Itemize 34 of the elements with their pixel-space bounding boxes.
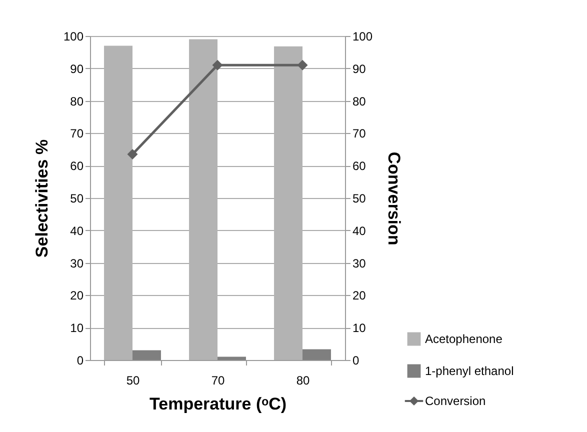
y-tick-label: 90 [70,62,84,76]
y-tick-label: 80 [70,94,84,108]
y2-tick-label: 10 [352,321,366,336]
y2-tick-label: 90 [352,62,366,76]
bar [132,350,161,360]
y2-tick-label: 40 [352,224,366,238]
y-tick-label: 0 [76,354,84,368]
y2-tick-label: 30 [352,256,366,270]
legend-label: Acetophenone [425,332,503,346]
bar [218,356,246,360]
y2-tick-label: 100 [352,30,373,44]
y2-tick-label: 70 [352,126,366,141]
x-tick-label: 70 [211,374,225,388]
x-tick-label: 50 [126,374,140,388]
y-tick-label: 60 [70,159,84,174]
y2-tick-label: 0 [352,354,360,368]
y-tick-label: 10 [70,321,84,336]
legend-label: Conversion [425,394,486,408]
bar [302,349,331,360]
y2-tick-label: 60 [352,159,366,174]
y-tick-label: 50 [70,192,84,206]
x-tick-label: 80 [296,374,310,388]
legend-label: 1-phenyl ethanol [425,364,514,378]
y-axis-title: Selectivities % [32,139,52,258]
y2-tick-label: 80 [352,94,366,108]
y2-tick-label: 50 [352,192,366,206]
x-axis-title: Temperature (ᵒC) [149,394,287,414]
y-tick-label: 30 [70,256,84,270]
y-tick-label: 40 [70,224,84,238]
y-tick-label: 70 [70,126,84,141]
y2-axis-title: Conversion [384,152,404,246]
y2-tick-label: 20 [352,288,366,303]
y-tick-label: 100 [63,30,84,44]
y-tick-label: 20 [70,288,84,303]
